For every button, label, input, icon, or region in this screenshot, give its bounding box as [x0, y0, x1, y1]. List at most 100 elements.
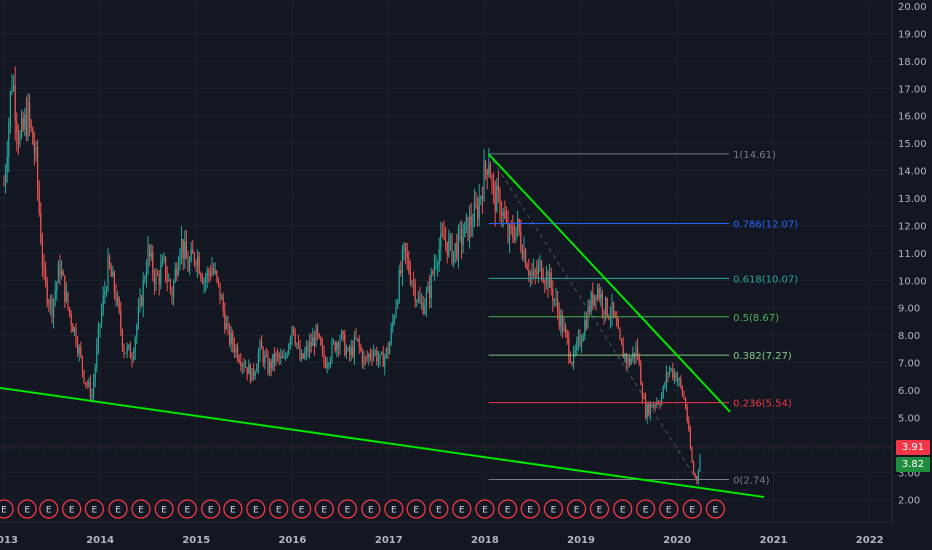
candle-body	[689, 429, 691, 449]
candle-body	[128, 345, 130, 347]
candle-body	[200, 273, 202, 278]
candle-body	[27, 102, 29, 137]
candle-body	[379, 353, 381, 360]
earnings-marker-label: E	[161, 506, 167, 516]
candle-body	[139, 297, 141, 309]
candle-body	[339, 338, 341, 349]
candle-body	[646, 404, 648, 418]
earnings-marker-label: E	[138, 506, 144, 516]
candle-body	[229, 326, 231, 344]
candle-body	[9, 91, 11, 124]
candle-body	[264, 355, 266, 363]
candle-body	[49, 297, 51, 305]
candle-body	[233, 345, 235, 353]
candle-body	[627, 357, 629, 363]
candle-body	[489, 164, 491, 179]
candle-body	[185, 241, 187, 259]
candle-body	[678, 378, 680, 380]
candle-body	[93, 381, 95, 396]
fib-level-label: 0.5(8.67)	[733, 313, 779, 324]
candle-body	[377, 359, 379, 362]
candle-body	[278, 354, 280, 359]
earnings-marker-label: E	[208, 506, 214, 516]
earnings-marker	[246, 499, 266, 519]
earnings-marker	[337, 499, 358, 519]
candle-body	[331, 342, 333, 360]
candle-body	[363, 357, 365, 363]
candle-body	[433, 265, 435, 274]
candle-body	[179, 252, 181, 265]
candle-body	[157, 274, 159, 276]
candle-body	[563, 326, 565, 332]
candle-body	[286, 354, 288, 357]
candle-body	[353, 337, 355, 356]
candle-body	[593, 294, 595, 306]
candle-body	[14, 85, 16, 122]
candle-body	[285, 356, 287, 358]
candle-body	[61, 271, 63, 277]
candle-body	[37, 146, 39, 188]
candle-body	[531, 272, 533, 276]
candle-body	[507, 221, 509, 240]
earnings-marker	[131, 499, 151, 519]
candle-body	[488, 164, 490, 175]
candle-body	[609, 316, 611, 319]
x-tick-label: 2022	[856, 535, 884, 546]
candle-body	[269, 361, 271, 374]
candle-body	[560, 314, 562, 327]
candle-body	[21, 117, 23, 136]
candle-body	[158, 274, 160, 284]
candle-body	[62, 271, 64, 276]
candle-body	[473, 203, 475, 226]
candle-body	[539, 261, 541, 266]
candle-body	[502, 211, 504, 216]
candle-body	[120, 310, 122, 331]
candle-body	[637, 346, 639, 357]
candle-body	[97, 327, 99, 347]
candle-body	[337, 343, 339, 349]
candle-body	[110, 266, 112, 277]
resistance-trendline	[487, 153, 731, 413]
candle-body	[272, 354, 274, 369]
candle-body	[385, 348, 387, 357]
candle-body	[318, 333, 320, 338]
candle-body	[451, 236, 453, 264]
candle-body	[219, 282, 221, 300]
candle-body	[432, 272, 434, 274]
candle-body	[245, 367, 247, 368]
y-tick-label: 3.00	[898, 468, 920, 479]
candle-body	[214, 271, 216, 273]
candle-body	[694, 473, 696, 477]
candle-body	[78, 347, 80, 354]
fib-level-label: 1(14.61)	[733, 150, 776, 161]
earnings-marker	[566, 499, 587, 519]
candle-body	[672, 368, 674, 378]
candle-body	[83, 370, 85, 383]
candle-body	[273, 354, 275, 363]
earnings-marker-label: E	[345, 506, 351, 516]
candle-body	[493, 181, 495, 189]
candle-body	[499, 190, 501, 215]
candle-body	[438, 248, 440, 265]
candle-body	[400, 270, 402, 274]
earnings-marker-label: E	[666, 506, 672, 516]
candle-body	[69, 307, 71, 314]
candle-body	[361, 350, 363, 363]
candle-body	[677, 378, 679, 381]
candle-body	[336, 343, 338, 352]
candle-body	[440, 233, 442, 249]
candle-body	[280, 355, 282, 359]
earnings-marker-label: E	[24, 506, 30, 516]
candle-body	[697, 471, 699, 481]
candle-body	[307, 346, 309, 352]
y-tick-label: 20.00	[898, 2, 927, 13]
candle-body	[435, 265, 437, 266]
candle-body	[382, 352, 384, 367]
earnings-marker-label: E	[299, 506, 305, 516]
candle-body	[115, 291, 117, 303]
candle-body	[3, 184, 5, 186]
candle-body	[600, 293, 602, 299]
candle-body	[313, 337, 315, 347]
candle-body	[38, 187, 40, 213]
